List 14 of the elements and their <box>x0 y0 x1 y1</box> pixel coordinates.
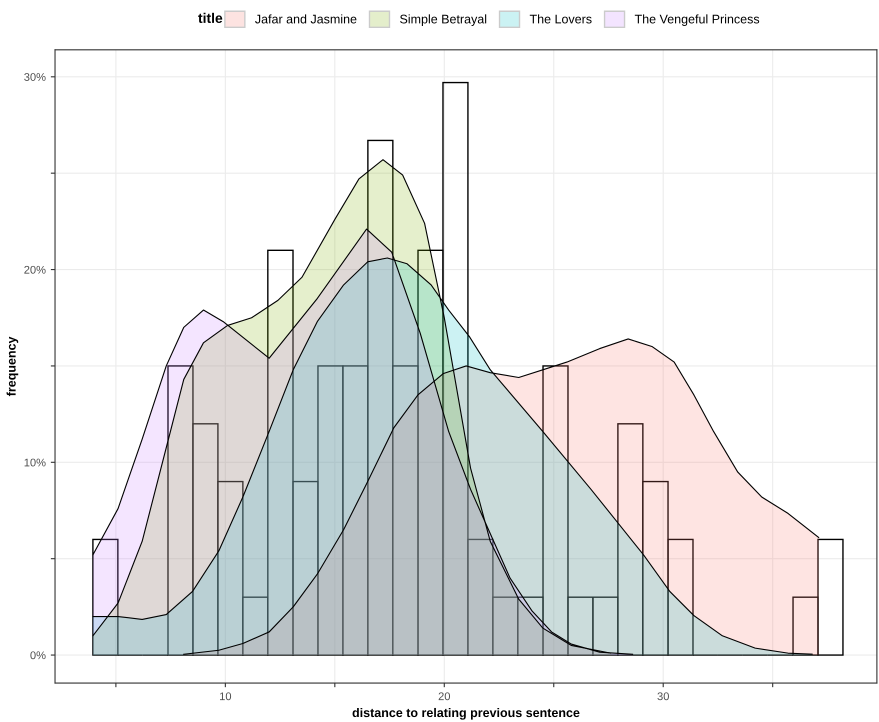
legend-label: Simple Betrayal <box>400 14 486 26</box>
y-tick-label: 0% <box>30 651 46 660</box>
x-axis-title: distance to relating previous sentence <box>352 708 580 720</box>
y-axis-title: frequency <box>6 336 18 396</box>
y-tick-label: 20% <box>24 266 46 274</box>
x-tick-label: 20 <box>438 692 450 700</box>
legend-label: The Vengeful Princess <box>634 14 760 26</box>
legend-label: Jafar and Jasmine <box>255 14 356 24</box>
x-tick-label: 10 <box>220 692 232 700</box>
x-tick-label: 30 <box>657 692 669 700</box>
legend-label: The Lovers <box>530 14 592 24</box>
legend-title: title <box>198 12 222 24</box>
y-tick-label: 30% <box>24 73 46 81</box>
y-tick-label: 10% <box>24 458 46 466</box>
